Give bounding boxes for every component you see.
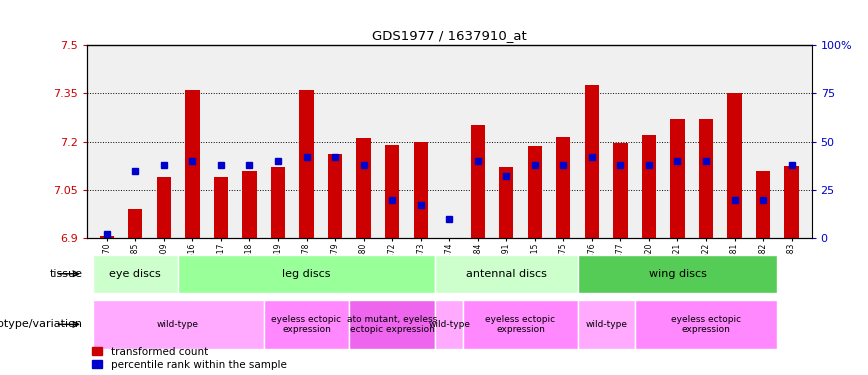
Bar <box>128 209 142 238</box>
Text: eye discs: eye discs <box>109 269 161 279</box>
Text: wild-type: wild-type <box>585 320 628 329</box>
Bar <box>214 177 228 238</box>
Bar <box>464 300 577 349</box>
Bar <box>385 145 399 238</box>
Bar <box>442 238 457 240</box>
Bar <box>577 255 778 292</box>
Text: ato mutant, eyeless
ectopic expression: ato mutant, eyeless ectopic expression <box>347 315 437 334</box>
Bar <box>641 135 656 238</box>
Text: leg discs: leg discs <box>282 269 331 279</box>
Bar <box>614 143 628 238</box>
Bar <box>577 300 635 349</box>
Text: eyeless ectopic
expression: eyeless ectopic expression <box>671 315 741 334</box>
Text: tissue: tissue <box>49 269 82 279</box>
Bar <box>499 167 513 238</box>
Bar <box>357 138 371 238</box>
Bar <box>271 167 285 238</box>
Bar <box>413 142 428 238</box>
Bar <box>528 146 542 238</box>
Bar <box>585 85 599 238</box>
Bar <box>328 154 342 238</box>
Bar <box>100 236 114 238</box>
Bar <box>242 171 257 238</box>
Bar <box>185 90 200 238</box>
Title: GDS1977 / 1637910_at: GDS1977 / 1637910_at <box>372 30 527 42</box>
Bar <box>435 300 464 349</box>
Bar <box>670 119 685 238</box>
Bar <box>349 300 435 349</box>
Bar <box>93 300 264 349</box>
Bar <box>470 126 485 238</box>
Bar <box>93 255 178 292</box>
Bar <box>264 300 349 349</box>
Bar <box>699 119 713 238</box>
Text: genotype/variation: genotype/variation <box>0 320 82 329</box>
Bar <box>157 177 171 238</box>
Text: eyeless ectopic
expression: eyeless ectopic expression <box>272 315 342 334</box>
Bar <box>785 166 799 238</box>
Bar <box>299 90 313 238</box>
Legend: transformed count, percentile rank within the sample: transformed count, percentile rank withi… <box>92 346 286 370</box>
Text: eyeless ectopic
expression: eyeless ectopic expression <box>485 315 556 334</box>
Bar <box>178 255 435 292</box>
Bar <box>635 300 778 349</box>
Bar <box>756 171 770 238</box>
Bar <box>727 93 741 238</box>
Bar <box>556 137 570 238</box>
Text: wild-type: wild-type <box>157 320 199 329</box>
Bar <box>435 255 577 292</box>
Text: wing discs: wing discs <box>648 269 707 279</box>
Text: wild-type: wild-type <box>428 320 470 329</box>
Text: antennal discs: antennal discs <box>466 269 547 279</box>
